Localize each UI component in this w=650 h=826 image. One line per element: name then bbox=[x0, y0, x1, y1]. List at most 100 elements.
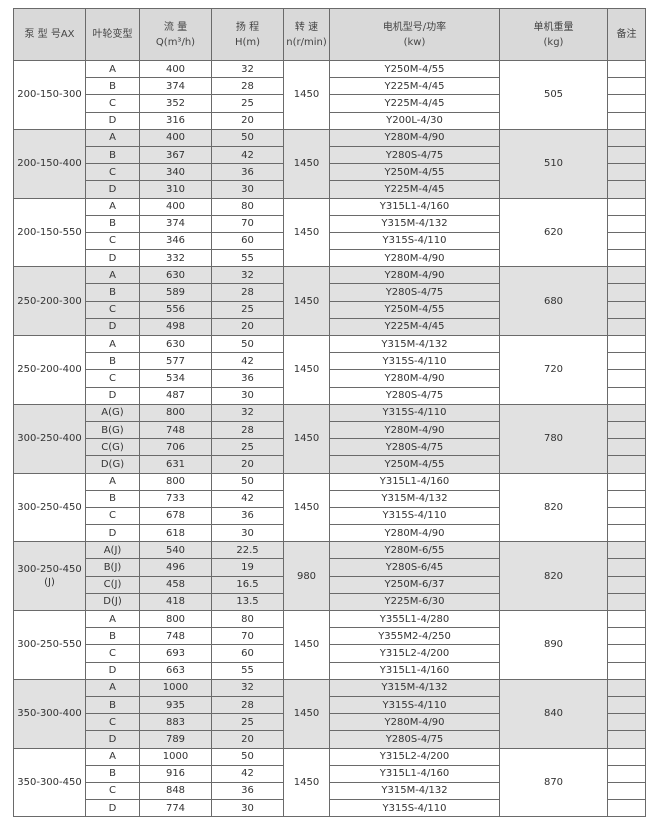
impeller-variant-cell: C bbox=[85, 94, 140, 113]
impeller-variant-cell: C(G) bbox=[85, 438, 140, 457]
speed-cell: 1450 bbox=[283, 678, 330, 749]
table-row: B(G) 748 28 Y280M-4/90 bbox=[14, 420, 646, 440]
flow-cell: 458 bbox=[139, 575, 212, 594]
head-cell: 50 bbox=[211, 472, 284, 491]
motor-cell: Y280M-4/90 bbox=[329, 524, 500, 543]
motor-cell: Y280M-4/90 bbox=[329, 369, 500, 388]
impeller-variant-cell: A bbox=[85, 59, 140, 79]
impeller-variant-cell: A bbox=[85, 334, 140, 354]
impeller-variant-cell: D bbox=[85, 249, 140, 268]
remark-cell bbox=[607, 713, 646, 732]
flow-cell: 498 bbox=[139, 317, 212, 337]
impeller-variant-cell: B bbox=[85, 627, 140, 646]
remark-cell bbox=[607, 266, 646, 285]
speed-cell: 1450 bbox=[283, 335, 330, 405]
table-row: 300-250-450 A 800 50 1450 Y315L1-4/160 820 bbox=[13, 472, 646, 543]
flow-cell: 346 bbox=[139, 231, 212, 251]
head-cell: 19 bbox=[211, 558, 284, 577]
flow-cell: 800 bbox=[139, 472, 212, 491]
motor-cell: Y225M-4/45 bbox=[329, 180, 500, 199]
motor-cell: Y355L1-4/280 bbox=[329, 609, 500, 629]
remark-cell bbox=[607, 94, 646, 113]
table-row: C 352 25 Y225M-4/45 bbox=[14, 94, 646, 113]
motor-cell: Y315M-4/132 bbox=[329, 489, 500, 508]
table-row: C 883 25 Y280M-4/90 bbox=[14, 713, 646, 732]
impeller-variant-cell: B bbox=[85, 489, 140, 508]
motor-cell: Y315L1-4/160 bbox=[329, 472, 500, 491]
head-cell: 25 bbox=[211, 300, 284, 319]
remark-cell bbox=[607, 627, 646, 646]
header-impeller-variant: 叶轮变型 bbox=[85, 8, 140, 61]
pump-model-cell: 200-150-550 bbox=[13, 197, 86, 268]
pump-model-cell: 200-150-300 bbox=[13, 60, 86, 130]
impeller-variant-cell: B bbox=[85, 145, 140, 165]
table-row: D 663 55 Y315L1-4/160 bbox=[14, 661, 646, 680]
speed-cell: 1450 bbox=[283, 128, 330, 199]
remark-cell bbox=[607, 197, 646, 216]
motor-cell: Y315S-4/110 bbox=[329, 403, 500, 422]
table-row: D 316 20 Y200L-4/30 bbox=[14, 111, 646, 130]
speed-cell: 980 bbox=[283, 541, 330, 611]
motor-cell: Y280S-4/75 bbox=[329, 730, 500, 749]
remark-cell bbox=[607, 403, 646, 422]
remark-cell bbox=[607, 249, 646, 268]
table-row: C 693 60 Y315L2-4/200 bbox=[14, 644, 646, 663]
flow-cell: 1000 bbox=[139, 747, 212, 766]
flow-cell: 848 bbox=[139, 781, 212, 801]
motor-cell: Y250M-4/55 bbox=[329, 59, 500, 79]
motor-cell: Y315S-4/110 bbox=[329, 231, 500, 251]
head-cell: 55 bbox=[211, 661, 284, 680]
remark-cell bbox=[607, 369, 646, 388]
motor-cell: Y280M-4/90 bbox=[329, 266, 500, 285]
head-cell: 30 bbox=[211, 524, 284, 543]
head-cell: 55 bbox=[211, 249, 284, 268]
table-row: B 935 28 Y315S-4/110 bbox=[14, 695, 646, 715]
impeller-variant-cell: A bbox=[85, 128, 140, 147]
motor-cell: Y250M-4/55 bbox=[329, 455, 500, 474]
pump-model-cell: 350-300-400 bbox=[13, 678, 86, 749]
flow-cell: 789 bbox=[139, 730, 212, 749]
impeller-variant-cell: C bbox=[85, 163, 140, 182]
table-row: C 346 60 Y315S-4/110 bbox=[14, 231, 646, 251]
flow-cell: 556 bbox=[139, 300, 212, 319]
pump-model-cell: 300-250-400 bbox=[13, 403, 86, 474]
remark-cell bbox=[607, 541, 646, 560]
flow-cell: 534 bbox=[139, 369, 212, 388]
remark-cell bbox=[607, 472, 646, 491]
pump-model-cell: 250-200-300 bbox=[13, 266, 86, 336]
impeller-variant-cell: C bbox=[85, 781, 140, 801]
flow-cell: 487 bbox=[139, 386, 212, 405]
motor-cell: Y280M-4/90 bbox=[329, 128, 500, 147]
remark-cell bbox=[607, 489, 646, 508]
table-row: C(G) 706 25 Y280S-4/75 bbox=[14, 438, 646, 457]
table-row: B 733 42 Y315M-4/132 bbox=[14, 489, 646, 508]
speed-cell: 1450 bbox=[283, 472, 330, 543]
pump-model-cell: 300-250-450 (J) bbox=[13, 541, 86, 611]
speed-cell: 1450 bbox=[283, 610, 330, 680]
remark-cell bbox=[607, 575, 646, 594]
flow-cell: 496 bbox=[139, 558, 212, 577]
weight-cell: 620 bbox=[499, 197, 608, 268]
speed-cell: 1450 bbox=[283, 403, 330, 474]
flow-cell: 374 bbox=[139, 214, 212, 233]
header-speed: 转 速 n(r/min) bbox=[283, 8, 330, 61]
head-cell: 32 bbox=[211, 403, 284, 422]
head-cell: 13.5 bbox=[211, 592, 284, 612]
motor-cell: Y225M-4/45 bbox=[329, 94, 500, 113]
head-cell: 22.5 bbox=[211, 541, 284, 560]
remark-cell bbox=[607, 747, 646, 766]
weight-cell: 820 bbox=[499, 472, 608, 543]
table-row: D 498 20 Y225M-4/45 bbox=[14, 317, 646, 337]
impeller-variant-cell: B bbox=[85, 283, 140, 302]
flow-cell: 340 bbox=[139, 163, 212, 182]
pump-model-cell: 350-300-450 bbox=[13, 747, 86, 818]
flow-cell: 800 bbox=[139, 609, 212, 629]
speed-cell: 1450 bbox=[283, 266, 330, 336]
motor-cell: Y280M-4/90 bbox=[329, 713, 500, 732]
remark-cell bbox=[607, 695, 646, 715]
flow-cell: 577 bbox=[139, 352, 212, 371]
flow-cell: 883 bbox=[139, 713, 212, 732]
head-cell: 25 bbox=[211, 713, 284, 732]
impeller-variant-cell: B bbox=[85, 695, 140, 715]
speed-cell: 1450 bbox=[283, 747, 330, 818]
